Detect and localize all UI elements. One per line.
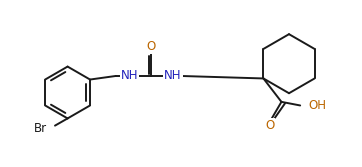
Text: NH: NH (121, 69, 138, 82)
Text: O: O (147, 40, 156, 53)
Text: OH: OH (308, 99, 326, 112)
Text: NH: NH (164, 69, 182, 82)
Text: O: O (265, 119, 274, 132)
Text: Br: Br (34, 122, 47, 135)
